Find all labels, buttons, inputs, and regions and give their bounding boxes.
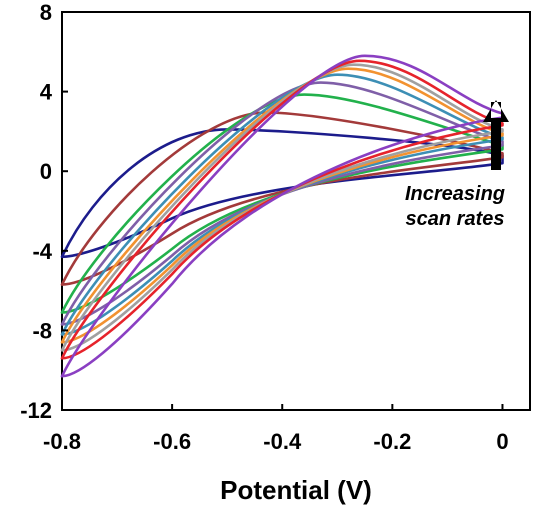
series-line	[60, 111, 504, 286]
x-tick-label: -0.2	[373, 429, 411, 454]
arrow-shaft	[491, 118, 501, 170]
y-tick-label: -8	[32, 318, 52, 343]
x-axis-ticks: -0.8 -0.6 -0.4 -0.2 0	[43, 404, 509, 454]
y-tick-label: 4	[40, 80, 53, 105]
x-tick-label: -0.8	[43, 429, 81, 454]
series-line	[60, 63, 504, 352]
annotation-line-2: scan rates	[406, 208, 505, 230]
x-axis-title: Potential (V)	[220, 475, 372, 505]
y-tick-label: -12	[20, 398, 52, 423]
y-tick-label: -4	[32, 239, 52, 264]
x-tick-label: -0.4	[263, 429, 302, 454]
y-tick-label: 8	[40, 0, 52, 25]
x-tick-label: -0.6	[153, 429, 191, 454]
y-axis-ticks: 8 4 0 -4 -8 -12	[20, 0, 68, 423]
series-line	[60, 67, 504, 344]
plot-area	[61, 11, 531, 411]
x-tick-label: 0	[496, 429, 508, 454]
series-line	[60, 59, 504, 360]
annotation-line-1: Increasing	[405, 183, 505, 205]
series-line	[60, 81, 504, 326]
arrow-up-icon	[483, 100, 509, 122]
annotation: Increasing scan rates	[405, 100, 509, 230]
y-tick-label: 0	[40, 159, 52, 184]
series-line	[60, 73, 504, 336]
